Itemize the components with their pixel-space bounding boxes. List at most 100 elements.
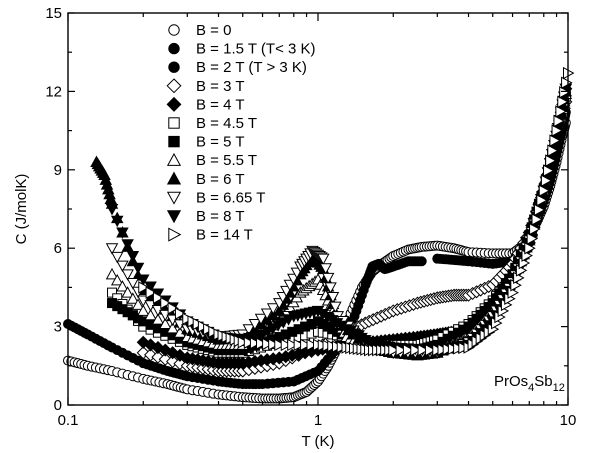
legend-label: B = 1.5 T (T< 3 K) bbox=[196, 41, 316, 58]
data-point bbox=[549, 134, 561, 147]
legend-entry: B = 0 bbox=[168, 22, 231, 39]
data-point bbox=[121, 269, 134, 281]
data-point bbox=[547, 144, 559, 157]
data-point bbox=[260, 308, 274, 320]
y-tick-label: 0 bbox=[54, 397, 62, 414]
data-point bbox=[160, 296, 172, 310]
data-point bbox=[107, 287, 118, 298]
data-point bbox=[410, 343, 422, 357]
data-point bbox=[110, 251, 124, 264]
legend-label: B = 8 T bbox=[196, 208, 245, 225]
data-point bbox=[144, 338, 158, 352]
axes: 0 3 6 9 12 15 0.1 1 10 bbox=[45, 5, 576, 429]
data-point bbox=[559, 86, 571, 99]
data-point bbox=[121, 286, 134, 298]
data-point bbox=[293, 338, 306, 352]
legend-entry: B = 5.5 T bbox=[166, 152, 257, 169]
data-point bbox=[159, 317, 172, 329]
x-axis-label: T (K) bbox=[301, 433, 334, 450]
legend-marker bbox=[168, 117, 180, 129]
data-point bbox=[545, 154, 557, 167]
data-point bbox=[551, 124, 564, 137]
series-1 bbox=[63, 256, 427, 390]
data-point bbox=[388, 343, 400, 357]
data-point bbox=[329, 301, 342, 314]
data-point bbox=[543, 164, 555, 177]
data-point bbox=[237, 336, 250, 349]
data-point bbox=[402, 343, 415, 357]
legend-entry: B = 2 T (T > 3 K) bbox=[168, 59, 307, 76]
x-tick-label: 0.1 bbox=[58, 412, 79, 429]
data-point bbox=[116, 227, 129, 239]
y-tick-label: 15 bbox=[45, 5, 62, 22]
legend-entry: B = 8 T bbox=[166, 208, 245, 225]
plot-area bbox=[63, 66, 575, 404]
y-tick-label: 3 bbox=[54, 319, 62, 336]
legend-entry: B = 14 T bbox=[168, 227, 253, 244]
data-point bbox=[131, 298, 145, 310]
data-point bbox=[424, 343, 437, 357]
data-point bbox=[110, 215, 124, 228]
data-point bbox=[416, 256, 427, 267]
legend-marker bbox=[168, 227, 182, 242]
x-tick-label: 1 bbox=[314, 412, 322, 429]
data-point bbox=[151, 350, 165, 364]
data-point bbox=[105, 204, 119, 216]
legend-entry: B = 5 T bbox=[168, 134, 245, 151]
legend-entry: B = 4 T bbox=[166, 96, 245, 113]
data-point bbox=[319, 263, 332, 275]
legend-entry: B = 4.5 T bbox=[168, 115, 257, 132]
data-point bbox=[300, 338, 312, 352]
data-point bbox=[138, 281, 150, 294]
legend-marker bbox=[166, 78, 182, 94]
data-point bbox=[531, 213, 543, 226]
data-point bbox=[526, 232, 539, 245]
legend-label: B = 5 T bbox=[196, 134, 245, 151]
legend-entry: B = 3 T bbox=[166, 78, 245, 95]
data-point bbox=[151, 340, 165, 355]
data-point bbox=[116, 260, 129, 273]
data-point bbox=[266, 303, 280, 315]
data-point bbox=[151, 313, 165, 325]
data-point bbox=[136, 335, 150, 349]
data-point bbox=[145, 286, 158, 299]
data-point bbox=[306, 338, 318, 352]
data-point bbox=[254, 313, 268, 326]
y-tick-label: 6 bbox=[54, 240, 62, 257]
legend-entry: B = 1.5 T (T< 3 K) bbox=[168, 41, 316, 58]
data-point bbox=[317, 253, 330, 266]
legend-marker bbox=[166, 152, 182, 166]
series-11 bbox=[138, 66, 575, 357]
legend-marker bbox=[168, 42, 180, 55]
data-point bbox=[274, 338, 286, 352]
data-point bbox=[173, 357, 187, 371]
data-point bbox=[167, 302, 180, 315]
data-point bbox=[126, 251, 140, 263]
data-point bbox=[144, 348, 158, 362]
legend-label: B = 6 T bbox=[196, 171, 245, 188]
legend-marker bbox=[166, 171, 182, 185]
compound-sub2: 12 bbox=[553, 382, 565, 394]
legend-marker bbox=[168, 61, 180, 73]
data-point bbox=[555, 105, 567, 118]
data-point bbox=[324, 282, 337, 294]
data-point bbox=[536, 194, 548, 207]
data-point bbox=[105, 267, 119, 280]
data-point bbox=[116, 280, 129, 292]
compound-annotation: PrOs4Sb12 bbox=[494, 373, 565, 394]
data-point bbox=[243, 336, 256, 349]
y-tick-label: 9 bbox=[54, 162, 62, 179]
data-point bbox=[557, 95, 569, 109]
legend-label: B = 6.65 T bbox=[196, 189, 265, 206]
data-point bbox=[105, 243, 119, 255]
compound-mid: Sb bbox=[534, 373, 552, 390]
data-point bbox=[166, 321, 179, 334]
data-point bbox=[256, 337, 268, 350]
data-point bbox=[273, 304, 286, 316]
data-point bbox=[262, 337, 274, 351]
data-point bbox=[553, 114, 565, 128]
legend-label: B = 0 bbox=[196, 22, 231, 39]
legend-marker bbox=[166, 96, 182, 112]
legend-label: B = 4.5 T bbox=[196, 115, 257, 132]
